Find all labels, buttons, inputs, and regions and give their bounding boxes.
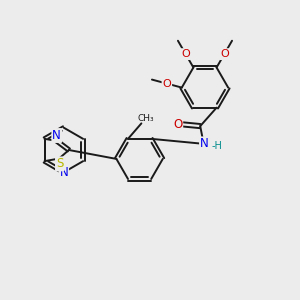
Text: O: O [173,118,182,131]
Text: S: S [56,158,63,170]
Text: N: N [59,166,68,179]
Text: -H: -H [211,141,222,151]
Text: O: O [181,49,190,59]
Text: N: N [52,129,61,142]
Text: N: N [200,137,209,150]
Text: CH₃: CH₃ [137,113,154,122]
Text: O: O [220,49,229,59]
Text: O: O [163,79,171,88]
